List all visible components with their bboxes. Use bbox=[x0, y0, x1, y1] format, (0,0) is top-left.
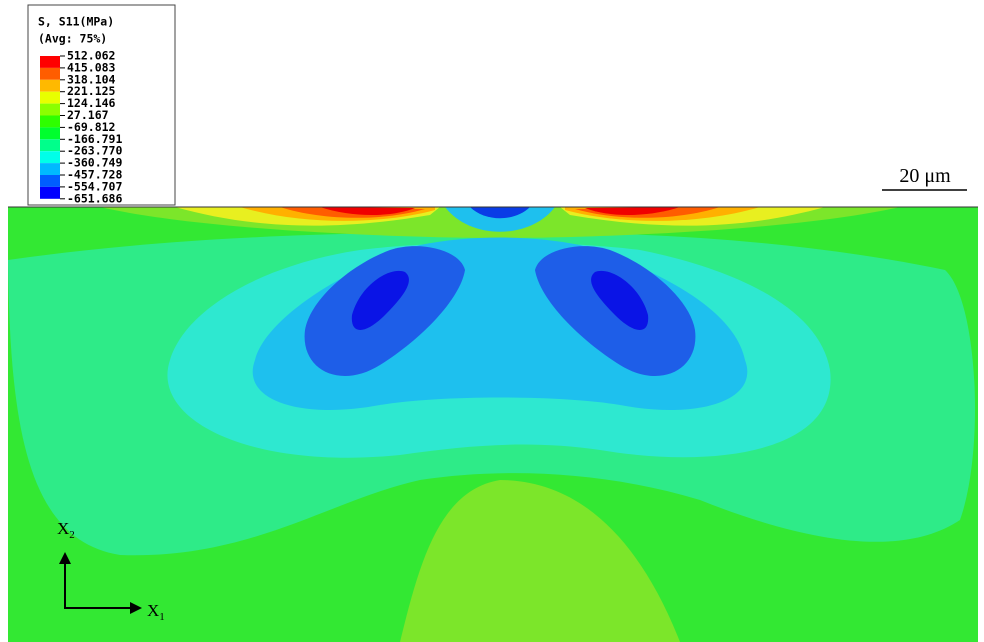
scale-label: 20 μm bbox=[899, 165, 951, 187]
legend-label: -360.749 bbox=[67, 156, 122, 170]
legend-swatch bbox=[40, 175, 60, 187]
axis-label: X1 bbox=[147, 601, 165, 623]
legend-swatch bbox=[40, 115, 60, 128]
legend-label: 221.125 bbox=[67, 84, 116, 98]
axis-label-base: X bbox=[57, 519, 69, 538]
legend-swatch bbox=[40, 56, 60, 68]
legend-label: -457.728 bbox=[67, 168, 122, 182]
arrow-head bbox=[130, 602, 142, 614]
legend-label: 124.146 bbox=[67, 96, 116, 110]
field-region bbox=[351, 270, 409, 330]
field-region bbox=[470, 207, 530, 219]
legend-swatch bbox=[40, 91, 60, 104]
legend-swatch bbox=[40, 139, 60, 152]
legend-label: -651.686 bbox=[67, 191, 122, 205]
axis-label: X2 bbox=[57, 519, 75, 541]
legend-swatch bbox=[40, 127, 60, 140]
legend-title: S, S11(MPa) bbox=[38, 15, 114, 29]
legend-label: 512.062 bbox=[67, 49, 115, 63]
legend-label: -69.812 bbox=[67, 120, 115, 134]
legend-swatch bbox=[40, 67, 60, 80]
axis-label-base: X bbox=[147, 601, 159, 620]
legend-label: -554.707 bbox=[67, 179, 122, 193]
legend-subtitle: (Avg: 75%) bbox=[38, 32, 107, 46]
legend-bar: 512.062415.083318.104221.125124.14627.16… bbox=[40, 49, 122, 205]
legend-label: -263.770 bbox=[67, 144, 122, 158]
legend-swatch bbox=[40, 79, 60, 92]
axis-triad: X2 X1 bbox=[57, 519, 165, 623]
field-region bbox=[400, 480, 680, 642]
legend-label: 415.083 bbox=[67, 60, 116, 74]
legend-label: -166.791 bbox=[67, 132, 122, 146]
stress-field bbox=[8, 206, 978, 642]
field-region bbox=[445, 207, 555, 232]
field-region bbox=[591, 270, 649, 330]
field-region bbox=[585, 207, 680, 216]
axis-label-sub: 1 bbox=[159, 611, 165, 623]
legend-label: 27.167 bbox=[67, 108, 109, 122]
scale-bar: 20 μm bbox=[882, 165, 967, 191]
field-region bbox=[320, 207, 415, 216]
legend-swatch bbox=[40, 163, 60, 175]
legend: S, S11(MPa) (Avg: 75%) 512.062415.083318… bbox=[27, 4, 176, 206]
legend-label: 318.104 bbox=[67, 72, 116, 86]
legend-swatch bbox=[40, 151, 60, 164]
axis-label-sub: 2 bbox=[69, 529, 75, 541]
legend-swatch bbox=[40, 103, 60, 116]
arrow-head bbox=[59, 552, 71, 564]
legend-swatch bbox=[40, 186, 60, 199]
